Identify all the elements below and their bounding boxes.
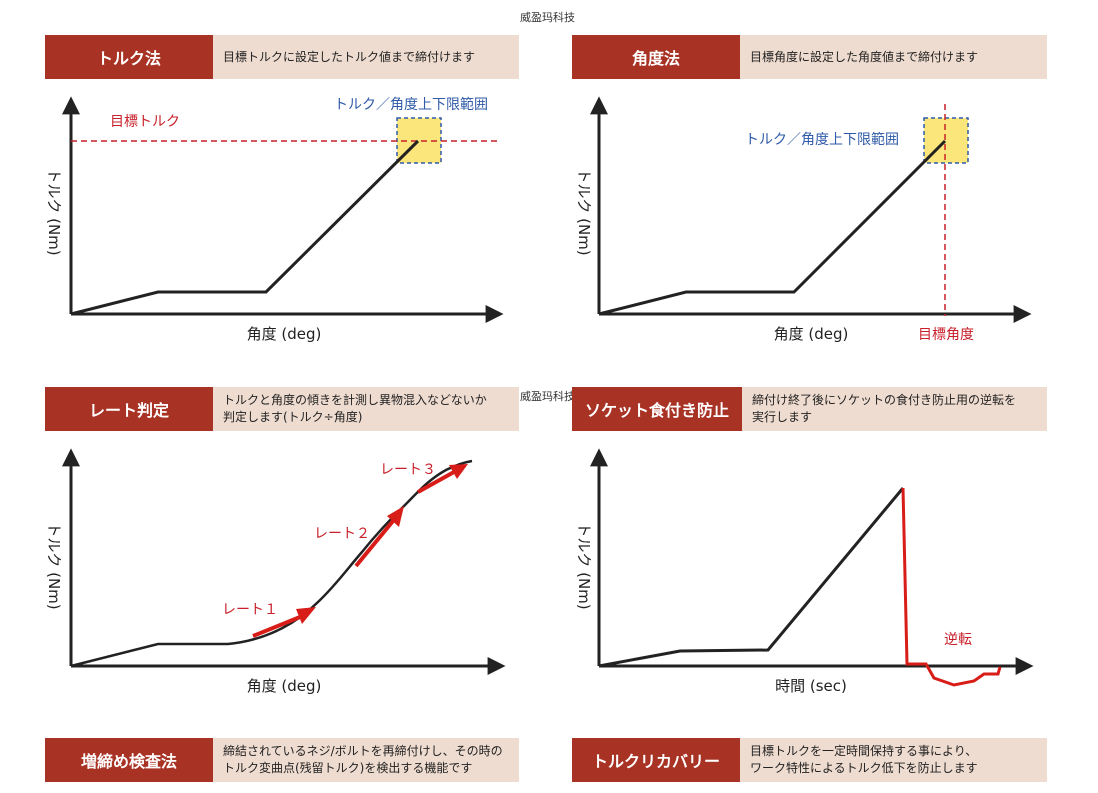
angle-method-curve [598,139,947,316]
header-socket-prevention: ソケット食付き防止 締付け終了後にソケットの食付き防止用の逆転を 実行します [572,387,1047,431]
angle-method-x-label: 角度 (deg) [774,325,849,343]
retighten-check-title: 増締め検査法 [45,738,213,782]
reverse-rotation-curve [901,487,1002,687]
torque-method-curve [70,139,420,316]
angle-method-title: 角度法 [572,35,740,79]
rate-judgment-curve [70,459,473,668]
header-angle-method: 角度法 目標角度に設定した角度値まで締付けます [572,35,1047,79]
angle-method-y-label: トルク (Nm) [575,168,593,255]
socket-prevention-diagram: 逆転 トルク (Nm) 時間 (sec) [575,448,1034,695]
retighten-check-desc: 締結されているネジ/ボルトを再締付けし、その時の トルク変曲点(残留トルク)を検… [213,738,519,782]
reverse-label: 逆転 [944,632,972,648]
rate-3-label: レート３ [380,462,436,478]
socket-prevention-y-label: トルク (Nm) [575,522,593,609]
socket-prevention-title: ソケット食付き防止 [572,387,742,431]
rate-2-arrowhead [387,506,404,527]
torque-method-diagram: 目標トルク トルク／角度上下限範囲 トルク (Nm) 角度 (deg) [45,96,504,343]
rate-judgment-x-label: 角度 (deg) [247,677,322,695]
header-torque-method: トルク法 目標トルクに設定したトルク値まで締付けます [45,35,519,79]
rate-3-arrow [417,470,455,494]
header-torque-recovery: トルクリカバリー 目標トルクを一定時間保持する事により、 ワーク特性によるトルク… [572,738,1047,782]
angle-method-diagram: トルク／角度上下限範囲 目標角度 トルク (Nm) 角度 (deg) [575,96,1032,343]
rate-2-label: レート２ [314,526,370,542]
torque-recovery-desc: 目標トルクを一定時間保持する事により、 ワーク特性によるトルク低下を防止します [740,738,1047,782]
watermark-middle: 威盈玛科技 [520,390,575,403]
watermark-top: 威盈玛科技 [520,11,575,24]
rate-1-arrowhead [296,607,316,624]
angle-method-target-label: 目標角度 [918,327,974,343]
socket-prevention-x-label: 時間 (sec) [775,677,847,695]
torque-method-desc: 目標トルクに設定したトルク値まで締付けます [213,35,519,79]
rate-judgment-y-label: トルク (Nm) [45,522,63,609]
header-rate-judgment: レート判定 トルクと角度の傾きを計測し異物混入などないか 判定します(トルク÷角… [45,387,519,431]
torque-method-target-label: 目標トルク [110,114,180,130]
torque-method-y-label: トルク (Nm) [45,168,63,255]
torque-method-range-label: トルク／角度上下限範囲 [334,96,488,113]
rate-1-label: レート１ [222,602,278,618]
socket-prevention-curve [598,487,905,668]
rate-3-arrowhead [449,464,468,479]
angle-method-desc: 目標角度に設定した角度値まで締付けます [740,35,1047,79]
header-retighten-check: 増締め検査法 締結されているネジ/ボルトを再締付けし、その時の トルク変曲点(残… [45,738,519,782]
torque-recovery-title: トルクリカバリー [572,738,740,782]
rate-judgment-desc: トルクと角度の傾きを計測し異物混入などないか 判定します(トルク÷角度) [213,387,519,431]
torque-method-x-label: 角度 (deg) [247,325,322,343]
angle-method-range-box [923,117,969,164]
torque-method-title: トルク法 [45,35,213,79]
rate-1-arrow [252,615,301,638]
socket-prevention-desc: 締付け終了後にソケットの食付き防止用の逆転を 実行します [742,387,1047,431]
rate-judgment-diagram: レート１ レート２ レート３ トルク (Nm) 角度 (deg) [45,448,506,695]
rate-2-arrow [354,519,395,568]
rate-judgment-title: レート判定 [45,387,213,431]
angle-method-range-label: トルク／角度上下限範囲 [745,131,899,148]
